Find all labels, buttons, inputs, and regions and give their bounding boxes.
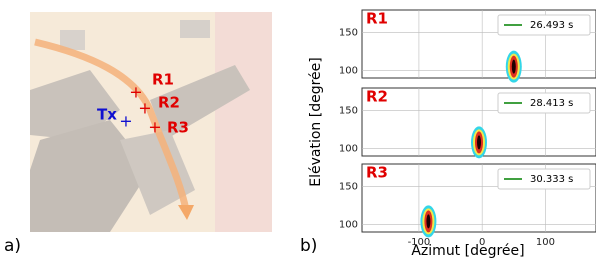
y-tick-label: 150 (339, 182, 358, 193)
y-tick-label: 100 (339, 219, 358, 230)
y-axis-label: Elévation [degrée] (308, 57, 324, 186)
hotspot-layer (477, 135, 481, 149)
hotspot (506, 51, 522, 83)
legend-label: 26.493 s (530, 20, 573, 31)
x-tick-label: 100 (536, 237, 555, 248)
hotspot-layer (426, 214, 430, 228)
map-label: R2 (158, 94, 180, 112)
y-tick-label: 150 (339, 106, 358, 117)
panel-label: b) (300, 236, 317, 256)
y-tick-label: 100 (339, 143, 358, 154)
hotspot (420, 205, 436, 237)
subplot-title: R3 (366, 164, 388, 182)
y-tick-label: 150 (339, 28, 358, 39)
map-label: R3 (167, 119, 189, 137)
legend-label: 28.413 s (530, 98, 573, 109)
hotspot-layer (512, 60, 516, 74)
legend-label: 30.333 s (530, 174, 573, 185)
subplot-title: R1 (366, 10, 388, 28)
svg-text:+: + (119, 112, 132, 131)
hotspot (471, 126, 487, 158)
map: + + + + (30, 12, 272, 232)
panel-label: a) (4, 236, 21, 256)
subplot-title: R2 (366, 88, 388, 106)
figure: + + + + Tx R1 R2 R3 a) b) 100 150 R1 26.493… (0, 0, 596, 262)
map-label: R1 (152, 71, 174, 89)
svg-text:+: + (138, 99, 151, 118)
svg-text:+: + (148, 118, 161, 137)
map-label: Tx (97, 106, 117, 124)
x-axis-label: Azimut [degrée] (411, 243, 524, 259)
y-tick-label: 100 (339, 65, 358, 76)
